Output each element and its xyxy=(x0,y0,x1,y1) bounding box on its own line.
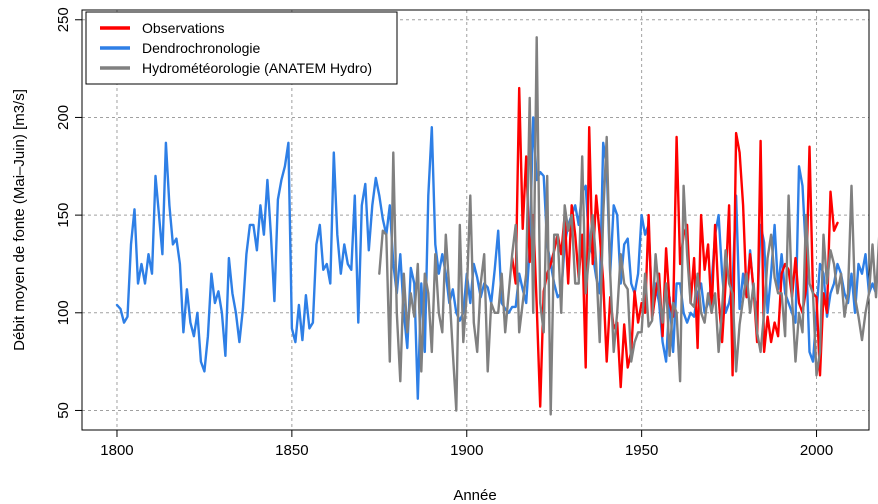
legend-label-hydrometeorologie: Hydrométéorologie (ANATEM Hydro) xyxy=(142,60,372,76)
series-lines xyxy=(115,36,878,416)
x-tick-label: 1950 xyxy=(625,442,658,459)
y-tick-label: 50 xyxy=(55,402,72,419)
series-line-hydrometeorologie xyxy=(378,36,878,416)
plot-frame xyxy=(81,9,870,431)
x-tick-label: 1900 xyxy=(450,442,483,459)
legend: Observations Dendrochronologie Hydrométéor… xyxy=(85,11,398,85)
x-tick-label: 1850 xyxy=(275,442,308,459)
y-tick-label: 200 xyxy=(55,105,72,130)
y-tick-label: 100 xyxy=(55,300,72,325)
x-tick-label: 2000 xyxy=(800,442,833,459)
y-tick-label: 150 xyxy=(55,203,72,228)
x-tick-label: 1800 xyxy=(100,442,133,459)
x-axis-title: Année xyxy=(453,487,496,504)
legend-box xyxy=(85,11,398,85)
y-axis-title: Débit moyen de fonte (Mai–Juin) [m3/s] xyxy=(11,89,28,351)
axes: 1800 1850 1900 1950 2000 50 100 150 200 250 xyxy=(55,7,833,459)
legend-label-dendrochronologie: Dendrochronologie xyxy=(142,40,261,56)
y-tick-label: 250 xyxy=(55,7,72,32)
legend-label-observations: Observations xyxy=(142,20,224,36)
series-line-observations xyxy=(511,86,839,408)
